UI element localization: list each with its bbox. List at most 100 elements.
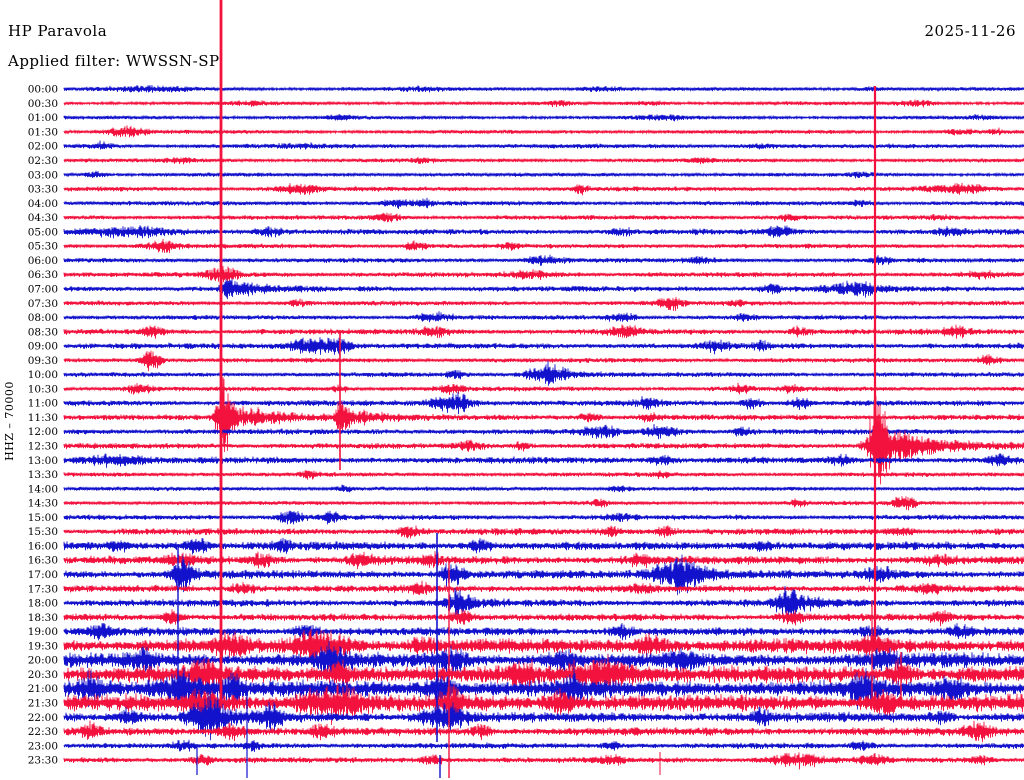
- row-time-label: 03:30: [28, 184, 58, 196]
- row-time-label: 16:30: [28, 555, 58, 567]
- row-time-label: 18:00: [28, 598, 58, 610]
- trace-row-13-00: [63, 452, 1024, 468]
- trace-row-02-30: [63, 156, 1024, 165]
- trace-row-06-00: [63, 254, 1024, 266]
- trace-row-14-30: [63, 496, 1024, 511]
- filter-label: Applied filter: WWSSN-SP: [7, 52, 220, 70]
- trace-row-03-00: [63, 170, 1024, 179]
- row-time-label: 22:30: [28, 726, 58, 738]
- row-time-label: 06:30: [28, 269, 58, 281]
- trace-row-07-00: [63, 278, 1024, 300]
- trace-row-23-00: [63, 739, 1024, 753]
- trace-row-03-30: [63, 182, 1024, 196]
- trace-row-19-00: [63, 622, 1024, 641]
- row-time-label: 15:00: [28, 512, 58, 524]
- row-time-label: 07:00: [28, 284, 58, 296]
- trace-row-23-30: [63, 752, 1024, 770]
- row-time-label: 09:30: [28, 355, 58, 367]
- row-time-label: 14:00: [28, 483, 58, 495]
- trace-row-00-30: [63, 99, 1024, 108]
- trace-row-21-30: [63, 681, 1024, 726]
- trace-row-13-30: [63, 469, 1024, 480]
- trace-row-09-30: [63, 350, 1024, 372]
- row-time-label: 13:30: [28, 469, 58, 481]
- row-time-label: 00:00: [28, 84, 58, 96]
- trace-row-14-00: [63, 484, 1024, 493]
- trace-row-12-30: [63, 395, 1024, 486]
- row-time-label: 07:30: [28, 298, 58, 310]
- row-time-label: 17:00: [28, 569, 58, 581]
- row-time-label: 08:00: [28, 312, 58, 324]
- row-time-label: 08:30: [28, 326, 58, 338]
- trace-row-02-00: [63, 140, 1024, 150]
- row-time-label: 02:00: [28, 141, 58, 153]
- trace-row-22-30: [63, 720, 1024, 743]
- trace-rows: [63, 84, 1024, 770]
- trace-row-04-00: [63, 197, 1024, 210]
- trace-row-21-00: [63, 667, 1024, 710]
- row-time-label: 12:30: [28, 441, 58, 453]
- trace-row-10-00: [63, 360, 1024, 386]
- row-time-label: 13:00: [28, 455, 58, 467]
- row-time-label: 23:30: [28, 755, 58, 767]
- trace-row-04-30: [63, 212, 1024, 223]
- row-time-label: 10:30: [28, 383, 58, 395]
- row-time-label: 20:00: [28, 655, 58, 667]
- row-time-label: 11:30: [28, 412, 58, 424]
- trace-row-18-00: [63, 585, 1024, 621]
- row-time-label: 00:30: [28, 98, 58, 110]
- row-time-label: 21:00: [28, 683, 58, 695]
- trace-row-22-00: [63, 693, 1024, 741]
- row-time-label: 02:30: [28, 155, 58, 167]
- channel-scale-label: HHZ – 70000: [3, 381, 16, 461]
- trace-row-06-30: [63, 265, 1024, 283]
- trace-row-05-00: [63, 225, 1024, 239]
- trace-row-16-30: [63, 551, 1024, 570]
- row-time-label: 11:00: [28, 398, 58, 410]
- row-time-labels: 00:00 00:30 01:00 01:30 02:00 02:30 03:00 03:30…: [28, 84, 58, 767]
- row-time-label: 19:00: [28, 626, 58, 638]
- row-time-label: 16:00: [28, 541, 58, 553]
- row-time-label: 14:30: [28, 498, 58, 510]
- trace-row-00-00: [63, 84, 1024, 93]
- row-time-label: 18:30: [28, 612, 58, 624]
- trace-row-17-00: [63, 554, 1024, 596]
- trace-row-10-30: [63, 382, 1024, 396]
- row-time-label: 04:00: [28, 198, 58, 210]
- trace-row-20-30: [63, 654, 1024, 692]
- trace-row-08-00: [63, 311, 1024, 323]
- trace-row-09-00: [63, 337, 1024, 356]
- row-time-label: 09:00: [28, 341, 58, 353]
- trace-row-11-30: [63, 377, 1024, 453]
- trace-row-15-00: [63, 510, 1024, 525]
- row-time-label: 05:00: [28, 226, 58, 238]
- trace-row-12-00: [63, 423, 1024, 440]
- row-time-label: 17:30: [28, 583, 58, 595]
- row-time-label: 23:00: [28, 740, 58, 752]
- row-time-label: 06:00: [28, 255, 58, 267]
- trace-row-17-30: [63, 580, 1024, 596]
- row-time-label: 03:00: [28, 169, 58, 181]
- trace-row-15-30: [63, 525, 1024, 539]
- row-time-label: 01:30: [28, 126, 58, 138]
- trace-row-01-30: [63, 125, 1024, 138]
- row-time-label: 19:30: [28, 640, 58, 652]
- row-time-label: 01:00: [28, 112, 58, 124]
- station-title: HP Paravola: [8, 22, 107, 40]
- date-label: 2025-11-26: [925, 22, 1016, 40]
- clipped-event-spikes: [177, 0, 902, 778]
- trace-row-05-30: [63, 238, 1024, 254]
- row-time-label: 10:00: [28, 369, 58, 381]
- row-time-label: 21:30: [28, 698, 58, 710]
- trace-row-16-00: [63, 537, 1024, 555]
- trace-row-08-30: [63, 324, 1024, 339]
- trace-row-18-30: [63, 609, 1024, 627]
- trace-row-01-00: [63, 113, 1024, 122]
- trace-row-07-30: [63, 296, 1024, 312]
- trace-row-20-00: [63, 640, 1024, 676]
- row-time-label: 05:30: [28, 241, 58, 253]
- row-time-label: 15:30: [28, 526, 58, 538]
- trace-row-19-30: [63, 628, 1024, 664]
